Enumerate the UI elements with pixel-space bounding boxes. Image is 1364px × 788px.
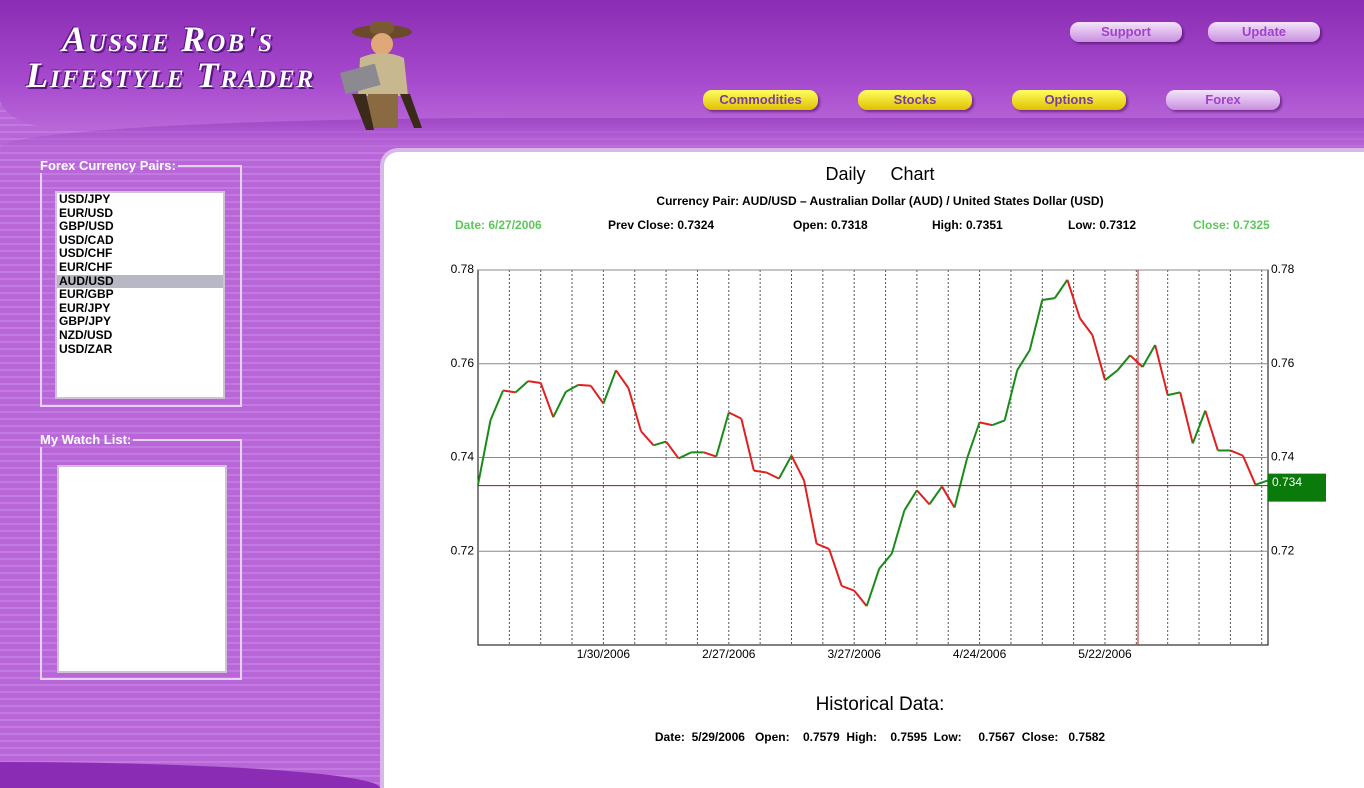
price-segment [1205,411,1218,451]
price-segment [1155,345,1168,395]
price-segment [779,456,792,479]
y-tick-label: 0.76 [1271,356,1295,370]
price-segment [892,510,905,553]
price-segment [591,386,604,404]
price-segment [992,420,1005,425]
price-segment [791,456,804,481]
price-segment [804,480,817,543]
price-segment [1055,280,1068,298]
x-tick-label: 1/30/2006 [577,647,631,661]
y-tick-label: 0.78 [1271,262,1295,276]
price-segment [766,473,779,479]
price-segment [1255,480,1268,484]
price-segment [1092,335,1105,380]
price-segment [553,392,566,417]
price-segment [516,381,529,392]
price-segment [1243,456,1256,485]
price-segment [704,452,717,456]
price-segment [729,413,742,419]
price-segment [1130,355,1143,367]
price-segment [1030,300,1043,350]
price-segment [666,442,679,459]
price-segment [1230,450,1243,455]
y-tick-label: 0.72 [1271,543,1295,557]
price-segment [817,544,830,549]
price-segment [741,419,754,471]
price-segment [1168,392,1181,395]
price-segment [1067,280,1080,318]
price-segment [654,442,667,446]
y-tick-label: 0.72 [451,543,475,557]
y-tick-label: 0.76 [451,356,475,370]
x-tick-label: 4/24/2006 [953,647,1007,661]
price-segment [942,487,955,508]
price-segment [1017,350,1030,370]
x-tick-label: 3/27/2006 [827,647,881,661]
price-segment [1005,370,1018,420]
price-segment [478,420,491,485]
price-segment [980,422,993,425]
price-segment [867,569,880,607]
price-segment [754,471,767,473]
y-tick-label: 0.74 [451,450,475,464]
y-tick-label: 0.74 [1271,450,1295,464]
price-segment [917,490,930,504]
y-tick-label: 0.78 [451,262,475,276]
price-segment [541,383,554,417]
price-segment [829,549,842,586]
price-segment [1118,355,1131,370]
price-segment [1180,392,1193,443]
price-segment [967,422,980,458]
price-segment [1042,298,1055,300]
price-segment [842,586,855,591]
page: Aussie Rob's Lifestyle Trader Support Up… [0,0,1364,788]
price-segment [616,370,629,388]
price-segment [603,370,616,403]
price-label: 0.734 [1272,475,1302,489]
price-segment [528,381,541,383]
price-segment [854,591,867,606]
price-segment [1080,318,1093,335]
price-segment [578,385,591,386]
price-segment [491,390,504,420]
price-segment [641,431,654,445]
price-segment [955,458,968,507]
price-segment [716,413,729,457]
x-tick-label: 5/22/2006 [1078,647,1132,661]
chart: 0.72 0.72 0.74 0.74 0.76 0.76 0.78 0.78 1/30/200… [0,0,1364,788]
price-segment [904,490,917,510]
price-segment [929,487,942,505]
x-tick-label: 2/27/2006 [702,647,756,661]
price-segment [1105,370,1118,380]
price-segment [503,390,516,392]
